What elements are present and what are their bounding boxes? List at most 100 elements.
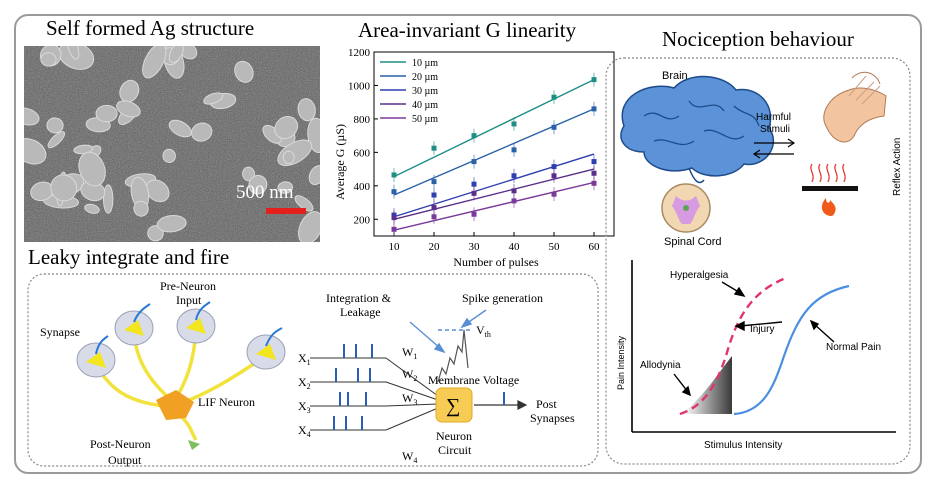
- ag-island: [116, 100, 141, 118]
- post-synapses-label-2: Synapses: [530, 411, 575, 425]
- sum-node: [435, 387, 473, 423]
- hyperalgesia-curve: [679, 276, 787, 416]
- weight-label: W3: [402, 391, 417, 407]
- stimuli-arrows: [752, 138, 796, 159]
- title-nociception: Nociception behaviour: [662, 27, 854, 51]
- ag-island: [40, 52, 57, 67]
- ag-island: [78, 151, 106, 187]
- ag-island: [234, 60, 254, 83]
- stimulus-intensity-label: Stimulus Intensity: [704, 440, 782, 451]
- x-tick-label: 30: [469, 241, 481, 253]
- ag-island: [84, 203, 100, 214]
- x-tick-label: 10: [389, 241, 401, 253]
- legend-label: 20 µm: [412, 72, 438, 83]
- data-point: [591, 170, 597, 176]
- ag-island: [162, 148, 176, 163]
- brain-illustration: [620, 75, 775, 184]
- sem-scale-bar: [266, 208, 306, 214]
- ag-island: [47, 131, 66, 149]
- figure-frame: [14, 14, 922, 474]
- flame-icon: [821, 198, 836, 216]
- weight-lines: [385, 357, 439, 431]
- legend-label: 50 µm: [412, 114, 438, 125]
- brain-label: Brain: [662, 70, 688, 82]
- ag-island: [156, 215, 187, 233]
- membrane-trace: [437, 329, 469, 383]
- data-point: [591, 106, 597, 112]
- data-point: [471, 211, 477, 217]
- y-tick-label: 1000: [348, 80, 371, 92]
- data-point: [471, 190, 477, 196]
- ag-island: [203, 92, 224, 105]
- data-point: [431, 205, 437, 211]
- pre-neuron-label: Pre-Neuron: [160, 279, 216, 293]
- nociception-panel: Brain Spinal Cord Harmful Stimuli Reflex…: [605, 57, 911, 465]
- spinal-cord-label: Spinal Cord: [664, 236, 721, 248]
- neuron-tree: [76, 301, 286, 450]
- neuron-circuit-label: Neuron: [436, 429, 472, 443]
- legend-label: 40 µm: [412, 100, 438, 111]
- ag-island: [24, 138, 47, 165]
- data-point: [431, 192, 437, 198]
- heat-waves: [810, 163, 846, 183]
- ag-island: [168, 46, 184, 63]
- pre-neuron-input-label: Input: [176, 293, 202, 307]
- membrane-voltage-label: Membrane Voltage: [428, 373, 519, 387]
- pain-annotation-arrows: [673, 281, 835, 397]
- y-tick-label: 600: [354, 147, 371, 159]
- fit-line-1: [393, 78, 595, 178]
- harmful-label: Harmful: [756, 112, 791, 123]
- data-point: [471, 181, 477, 187]
- ag-island: [282, 150, 295, 165]
- ag-island: [307, 117, 320, 154]
- hot-plate: [802, 186, 858, 191]
- ag-island: [142, 46, 167, 79]
- lif-neuron-label: LIF Neuron: [198, 395, 255, 409]
- ag-island: [178, 46, 198, 60]
- data-point: [431, 214, 437, 220]
- x-tick-label: 50: [549, 241, 561, 253]
- ag-island: [298, 211, 320, 242]
- integration-label: Integration &: [326, 291, 392, 305]
- pain-intensity-label: Pain Intensity: [616, 335, 626, 390]
- y-tick-label: 400: [354, 181, 371, 193]
- post-synapses-label: Post: [536, 397, 557, 411]
- input-x-label: X3: [298, 399, 311, 415]
- y-tick-label: 200: [354, 214, 371, 226]
- allodynia-shaded-area: [684, 356, 732, 414]
- x-tick-label: 20: [429, 241, 441, 253]
- ag-island: [274, 116, 299, 139]
- ag-island: [133, 200, 149, 217]
- input-x-label: X2: [298, 375, 311, 391]
- chart-plot-area: [373, 51, 615, 237]
- pain-curve-axes: [631, 260, 896, 433]
- x-tick-label: 60: [589, 241, 601, 253]
- title-ag-structure: Self formed Ag structure: [46, 16, 255, 40]
- ag-island: [297, 98, 316, 122]
- normal-pain-label: Normal Pain: [826, 342, 881, 353]
- hyperalgesia-label: Hyperalgesia: [670, 270, 729, 281]
- spike-generation-label: Spike generation: [462, 291, 543, 305]
- sem-micrograph: 500 nm: [24, 46, 320, 242]
- output-arrow: [474, 400, 528, 410]
- chart-xlabel: Number of pulses: [453, 255, 539, 269]
- reflex-action-label: Reflex Action: [892, 138, 903, 196]
- ag-island: [66, 46, 80, 60]
- data-point: [471, 133, 477, 139]
- ag-island: [191, 122, 213, 142]
- fit-line-2: [393, 108, 595, 196]
- data-point: [511, 188, 517, 194]
- ag-island: [24, 107, 40, 126]
- ag-island: [50, 174, 78, 202]
- data-point: [591, 159, 597, 165]
- data-point: [551, 124, 557, 130]
- stimuli-label: Stimuli: [760, 124, 790, 135]
- normal-pain-curve: [733, 284, 850, 416]
- weight-label: W4: [402, 449, 417, 465]
- data-point: [551, 94, 557, 100]
- chart-ylabel: Average G (µS): [333, 124, 347, 200]
- hand-illustration: [823, 71, 887, 143]
- fit-line-3: [393, 153, 595, 218]
- allodynia-label: Allodynia: [640, 360, 681, 371]
- ag-island: [248, 174, 268, 195]
